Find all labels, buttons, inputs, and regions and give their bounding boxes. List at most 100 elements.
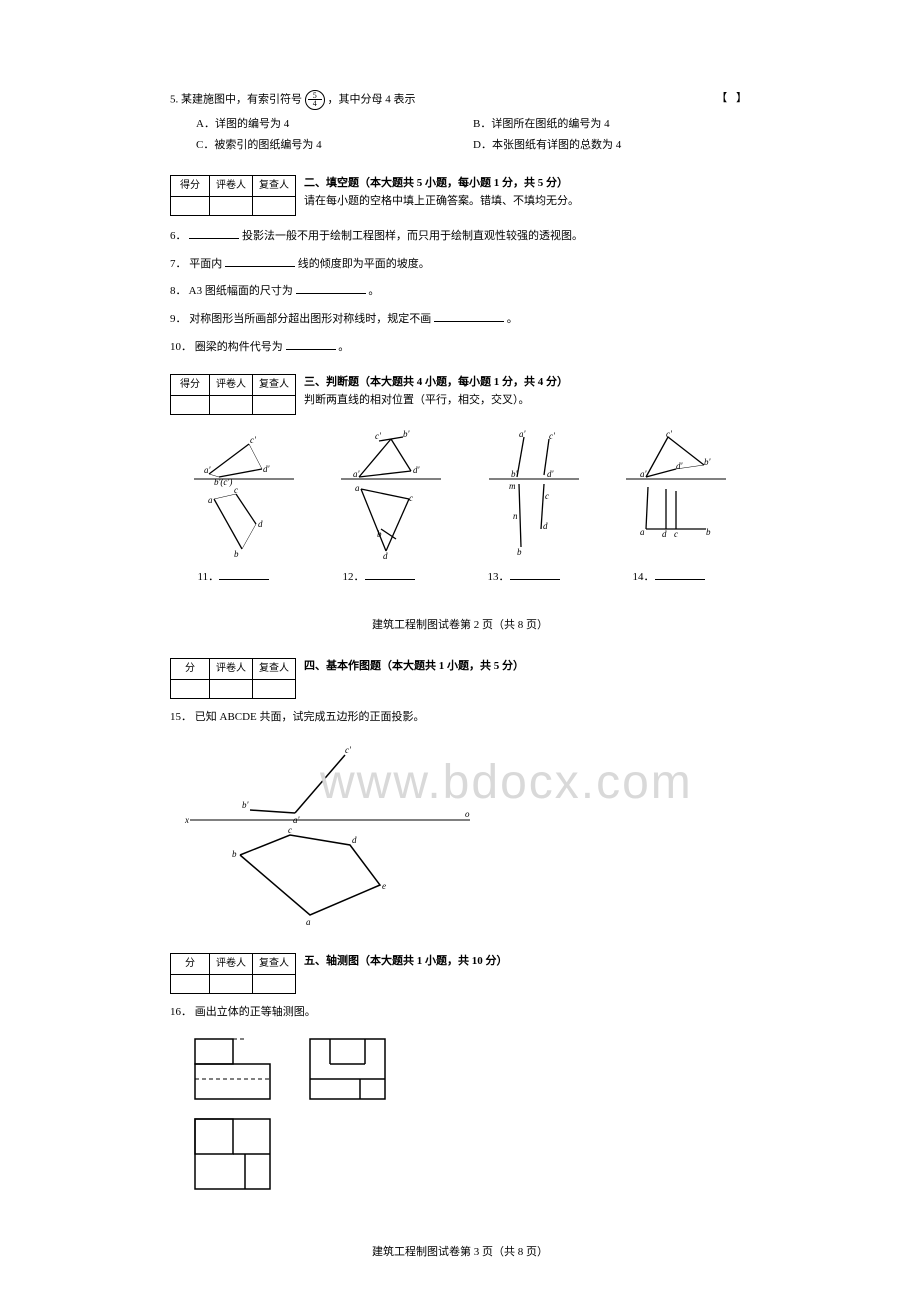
score-col-2: 评卷人 [210,659,253,680]
svg-text:a': a' [204,465,212,475]
svg-text:c: c [288,825,292,835]
svg-text:d: d [543,521,548,531]
blank [219,567,269,580]
question-7: 7． 平面内 线的倾度即为平面的坡度。 [170,254,750,274]
question-5: 5. 某建施图中，有索引符号 5 4 ，其中分母 4 表示 【 】 [170,90,750,110]
svg-text:d': d' [413,465,421,475]
score-col-1: 分 [171,953,210,974]
svg-text:c: c [409,493,413,503]
blank [510,567,560,580]
blank [434,309,504,322]
svg-text:c': c' [345,745,352,755]
score-table: 分 评卷人 复查人 [170,953,296,994]
page-footer-2: 建筑工程制图试卷第 2 页（共 8 页） [170,617,750,635]
svg-text:b: b [706,527,711,537]
svg-text:c': c' [375,431,382,441]
q5-stem-a: 某建施图中，有索引符号 [181,94,302,106]
svg-text:m: m [509,481,516,491]
svg-text:d: d [258,519,263,529]
q5-stem-b: ，其中分母 4 表示 [328,94,416,106]
question-9: 9． 对称图形当所画部分超出图形对称线时，规定不画 。 [170,309,750,329]
question-6: 6． 投影法一般不用于绘制工程图样，而只用于绘制直观性较强的透视图。 [170,226,750,246]
svg-text:e: e [382,881,386,891]
blank [286,337,336,350]
top-view [190,1114,275,1194]
svg-text:a': a' [353,469,361,479]
score-col-3: 复查人 [253,375,296,396]
q5-num: 5. [170,94,178,106]
score-table: 得分 评卷人 复查人 [170,374,296,415]
ortho-views-bottom [190,1114,750,1194]
svg-text:o: o [465,809,470,819]
svg-text:d: d [352,835,357,845]
svg-text:x: x [184,815,189,825]
score-col-1: 分 [171,659,210,680]
question-8: 8． A3 图纸幅面的尺寸为 。 [170,281,750,301]
score-col-1: 得分 [171,176,210,197]
blank [225,254,295,267]
ortho-views-top [190,1034,750,1104]
svg-text:a: a [306,917,311,927]
front-view [190,1034,275,1104]
svg-text:a': a' [640,469,648,479]
svg-text:b': b' [511,469,519,479]
sec2-sub: 请在每小题的空格中填上正确答案。错填、不填均无分。 [304,193,579,211]
score-table: 分 评卷人 复查人 [170,658,296,699]
q5-opt-b: B．详图所在图纸的编号为 4 [473,116,750,134]
svg-text:n: n [513,511,518,521]
question-16: 16． 画出立体的正等轴测图。 [170,1004,750,1022]
svg-text:d: d [662,529,667,539]
diagram-11: a' b'(c') c' d' a b c d [194,429,294,559]
blank [655,567,705,580]
sec5-title: 五、轴测图（本大题共 1 小题，共 10 分） [304,953,508,971]
sec3-sub: 判断两直线的相对位置（平行，相交，交叉）。 [304,392,568,410]
score-col-3: 复查人 [253,953,296,974]
svg-text:b: b [234,549,239,559]
score-col-2: 评卷人 [210,176,253,197]
score-col-2: 评卷人 [210,953,253,974]
answer-bracket: 【 】 [716,90,750,108]
svg-text:a': a' [293,815,301,825]
sec3-title: 三、判断题（本大题共 4 小题，每小题 1 分，共 4 分） [304,374,568,392]
svg-text:d: d [383,551,388,559]
score-col-3: 复查人 [253,659,296,680]
svg-text:c: c [234,485,238,495]
blank [189,226,239,239]
q5-opt-c: C．被索引的图纸编号为 4 [196,137,473,155]
svg-text:b: b [377,529,382,539]
answer-blanks-row: 11． 12． 13． 14． [170,567,750,587]
section-4-header: 分 评卷人 复查人 四、基本作图题（本大题共 1 小题，共 5 分） [170,658,750,699]
section-3-header: 得分 评卷人 复查人 三、判断题（本大题共 4 小题，每小题 1 分，共 4 分… [170,374,750,415]
q5-opt-d: D．本张图纸有详图的总数为 4 [473,137,750,155]
score-col-2: 评卷人 [210,375,253,396]
svg-text:c': c' [666,429,673,439]
q5-options: A．详图的编号为 4 B．详图所在图纸的编号为 4 C．被索引的图纸编号为 4 … [170,116,750,157]
diagram-12: a' c' b' d' a b c d [341,429,441,559]
section-2-header: 得分 评卷人 复查人 二、填空题（本大题共 5 小题，每小题 1 分，共 5 分… [170,175,750,216]
svg-text:a': a' [519,429,527,439]
page-footer-3: 建筑工程制图试卷第 3 页（共 8 页） [170,1244,750,1262]
svg-text:a: a [640,527,645,537]
question-10: 10． 圈梁的构件代号为 。 [170,337,750,357]
side-view [305,1034,390,1104]
svg-text:c: c [674,529,678,539]
svg-text:b': b' [704,457,712,467]
score-col-1: 得分 [171,375,210,396]
svg-text:b': b' [242,800,250,810]
diagram-13: a' c' b' d' m n c d b [489,429,579,559]
svg-text:c': c' [250,435,257,445]
svg-text:d': d' [547,469,555,479]
projection-diagrams: a' b'(c') c' d' a b c d a' [170,429,750,559]
pentagon-diagram: x o b' a' c' b c d e a [180,735,480,935]
svg-text:d': d' [263,464,271,474]
question-15: 15． 已知 ABCDE 共面，试完成五边形的正面投影。 [170,709,750,727]
svg-text:b': b' [403,429,411,439]
score-table: 得分 评卷人 复查人 [170,175,296,216]
q5-opt-a: A．详图的编号为 4 [196,116,473,134]
blank [365,567,415,580]
svg-text:b'(c'): b'(c') [214,477,232,487]
score-col-3: 复查人 [253,176,296,197]
sec2-title: 二、填空题（本大题共 5 小题，每小题 1 分，共 5 分） [304,175,579,193]
svg-text:b: b [517,547,522,557]
section-5-header: 分 评卷人 复查人 五、轴测图（本大题共 1 小题，共 10 分） [170,953,750,994]
